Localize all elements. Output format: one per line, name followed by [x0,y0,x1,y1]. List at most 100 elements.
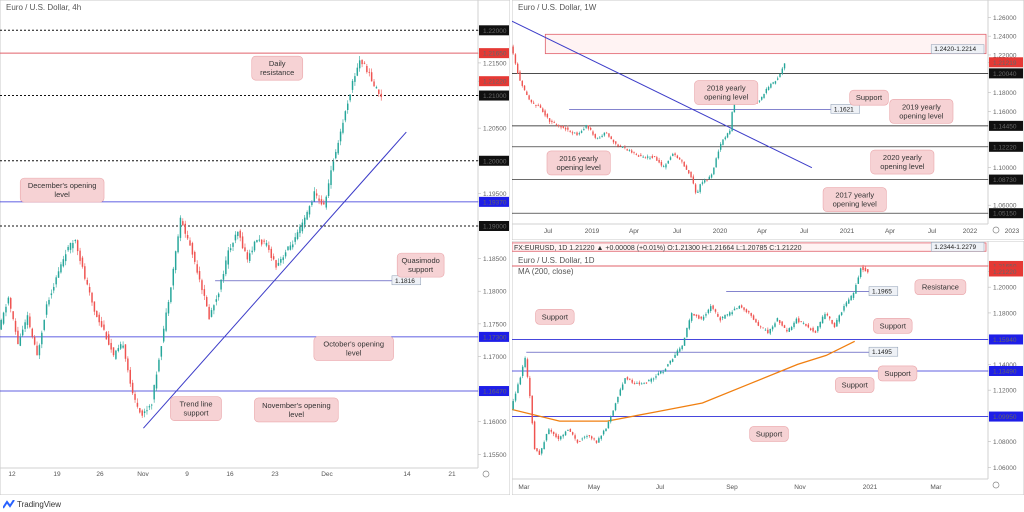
candle [189,240,191,246]
candle [323,202,325,205]
annotation-text: 2018 yearly [707,84,746,93]
candle [539,105,542,108]
candle [667,160,669,164]
candle [143,411,146,414]
candle [516,63,519,74]
candle [802,322,805,324]
candle [750,313,752,316]
candle [707,309,710,313]
x-tick-label: Apr [885,228,896,235]
candle [657,373,660,376]
candle [762,327,764,329]
candle [576,439,579,443]
candle [320,199,323,205]
candle [574,132,576,134]
candle [621,384,624,390]
candle [712,305,714,309]
candle [571,432,574,435]
candle [122,345,124,348]
candle [867,269,869,273]
chart-panel-1d[interactable]: 1.2344-1.2279 1.1965 1.1495 Resistance Suppo… [512,241,1024,495]
x-tick-label: Jul [800,228,809,235]
candle [864,267,867,272]
annotation-text: Support [884,369,911,378]
chart-panel-1w[interactable]: 1.2420-1.2214 1.1621 2018 yearly opening le… [512,0,1024,240]
y-tick-label: 1.19500 [483,191,507,198]
candle [205,297,208,307]
chart-panel-4h[interactable]: 1.1816 Daily resistance December's opening l… [0,0,510,495]
candle [769,328,771,334]
candle [564,127,567,130]
candle [98,314,100,323]
candle [607,421,610,429]
price-tag [989,365,1023,376]
candle [69,242,72,250]
candle [669,157,672,160]
candle [179,217,182,238]
ma-200-line [512,340,855,422]
candle [366,65,368,73]
annotation-bubble [396,252,445,278]
candle [186,235,189,239]
x-tick-label: 2023 [1005,228,1020,235]
candle [48,299,50,305]
candle [531,395,533,424]
annotation-bubble [849,89,889,106]
x-tick-label: Nov [137,471,149,478]
candle [74,239,77,242]
annotation-bubble [873,318,913,334]
candle [560,436,562,440]
candle [731,312,733,315]
candle [850,295,852,301]
candle [158,359,160,372]
x-tick-label: 16 [226,471,234,478]
candle [709,306,712,311]
candle [653,156,656,157]
candle [581,438,583,440]
candle [542,108,544,113]
candle [81,257,84,267]
price-tag-label: 1.12220 [993,144,1017,151]
candle [788,328,791,332]
price-tag [479,25,509,36]
candle [719,317,721,321]
price-tag [989,68,1023,79]
candle [843,306,845,311]
price-tag-label: 1.08730 [993,177,1017,184]
candle [683,337,686,346]
candle [67,246,69,251]
candle [552,431,555,435]
candle [55,277,57,285]
level-box-label: 1.1495 [872,349,892,356]
candle [587,125,590,129]
candle [368,71,370,73]
candle [172,268,175,286]
candle [647,156,649,158]
candle [519,377,522,385]
candle [631,150,633,153]
candle [700,316,702,319]
annotation-text: support [408,265,434,274]
candle [26,315,29,325]
candle [117,348,120,351]
candle [115,350,117,359]
candle [155,374,158,389]
candle [79,250,81,261]
price-tag-label: 1.16470 [483,389,507,396]
price-tag [479,90,509,101]
candle [19,337,22,346]
candle [688,170,690,174]
candle [638,382,641,385]
candle [349,94,351,101]
price-tag-label: 1.17300 [483,334,507,341]
candle [337,142,339,154]
candle [530,99,533,103]
candle [800,321,802,323]
candle [676,350,679,356]
candle [514,54,517,64]
candle [14,320,17,332]
price-tag [479,386,509,397]
candle [36,345,38,356]
candle [45,304,48,315]
